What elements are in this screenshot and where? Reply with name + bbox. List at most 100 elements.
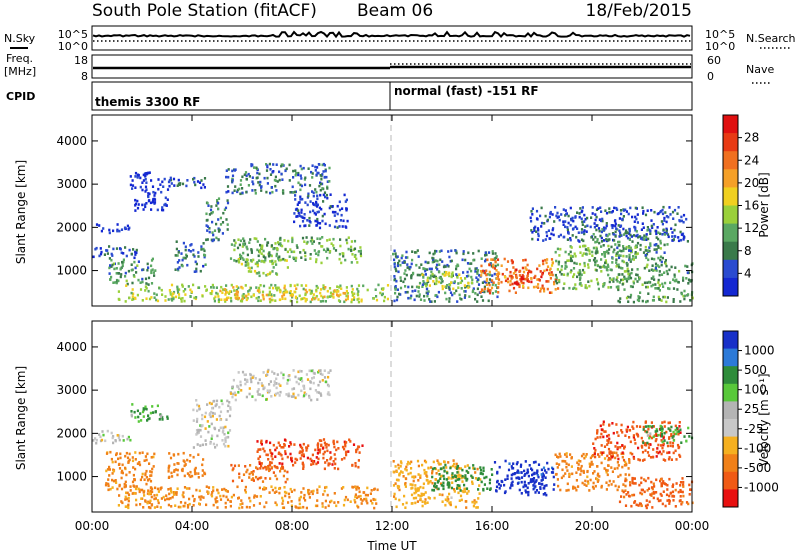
range-gate-cell xyxy=(639,491,642,495)
range-gate-cell xyxy=(520,276,523,279)
range-gate-cell xyxy=(629,258,632,262)
range-gate-cell xyxy=(275,247,279,250)
range-gate-cell xyxy=(396,478,400,482)
range-gate-cell xyxy=(221,291,224,294)
range-gate-cell xyxy=(253,496,256,499)
range-gate-cell xyxy=(304,292,307,295)
range-gate-cell xyxy=(466,492,469,495)
range-gate-cell xyxy=(526,468,529,472)
range-gate-cell xyxy=(545,268,548,272)
range-gate-cell xyxy=(612,431,615,435)
range-gate-cell xyxy=(553,282,556,286)
range-gate-cell xyxy=(309,253,312,256)
range-gate-cell xyxy=(467,251,470,255)
range-gate-cell xyxy=(260,476,263,479)
range-gate-cell xyxy=(422,280,425,283)
range-gate-cell xyxy=(424,491,427,494)
range-gate-cell xyxy=(325,193,328,197)
range-gate-cell xyxy=(241,294,244,298)
range-gate-cell xyxy=(404,285,407,288)
range-gate-cell xyxy=(195,420,199,423)
range-gate-cell xyxy=(227,168,230,171)
range-gate-cell xyxy=(458,499,461,502)
range-gate-cell xyxy=(215,222,218,226)
range-gate-cell xyxy=(591,463,594,466)
range-gate-cell xyxy=(660,299,663,302)
range-gate-cell xyxy=(366,486,369,490)
range-gate-cell xyxy=(600,236,603,240)
range-gate-cell xyxy=(437,487,440,491)
range-gate-cell xyxy=(298,201,301,204)
range-gate-cell xyxy=(272,266,275,269)
range-gate-cell xyxy=(467,490,470,493)
range-gate-cell xyxy=(272,471,275,474)
range-gate-cell xyxy=(112,435,115,438)
range-gate-cell xyxy=(233,391,236,395)
range-gate-cell xyxy=(550,271,553,274)
range-gate-cell xyxy=(605,266,608,269)
range-gate-cell xyxy=(633,220,636,223)
range-gate-cell xyxy=(294,505,297,508)
range-gate-cell xyxy=(419,498,422,501)
range-gate-cell xyxy=(182,451,185,455)
range-gate-cell xyxy=(625,247,628,250)
range-gate-cell xyxy=(262,487,265,491)
range-gate-cell xyxy=(510,482,513,485)
range-gate-cell xyxy=(320,207,323,211)
range-gate-cell xyxy=(323,489,326,493)
range-gate-cell xyxy=(450,281,453,284)
range-gate-cell xyxy=(330,499,333,503)
range-gate-cell xyxy=(480,269,483,273)
range-gate-cell xyxy=(582,239,585,243)
range-gate-cell xyxy=(636,213,639,216)
range-gate-cell xyxy=(332,296,335,299)
range-gate-cell xyxy=(507,280,510,284)
colorbar-swatch xyxy=(723,383,738,402)
range-gate-cell xyxy=(417,290,420,293)
range-gate-cell xyxy=(236,190,239,194)
range-gate-cell xyxy=(147,289,150,293)
range-gate-cell xyxy=(585,253,588,256)
range-gate-cell xyxy=(585,230,588,233)
range-gate-cell xyxy=(411,502,414,505)
range-gate-cell xyxy=(320,245,323,248)
range-gate-cell xyxy=(650,209,653,212)
range-gate-cell xyxy=(457,286,460,289)
range-gate-cell xyxy=(684,264,687,268)
range-gate-cell xyxy=(668,451,671,454)
range-gate-cell xyxy=(485,258,488,262)
range-gate-cell xyxy=(642,236,645,240)
range-gate-cell xyxy=(307,491,310,494)
range-gate-cell xyxy=(620,212,623,216)
range-gate-cell xyxy=(300,491,303,494)
range-gate-cell xyxy=(193,468,196,471)
range-gate-cell xyxy=(594,484,597,488)
range-gate-cell xyxy=(403,494,406,498)
range-gate-cell xyxy=(279,469,282,473)
range-gate-cell xyxy=(249,464,252,467)
range-gate-cell xyxy=(212,489,215,492)
range-gate-cell xyxy=(669,492,672,495)
range-gate-cell xyxy=(230,283,233,287)
range-gate-cell xyxy=(342,291,345,295)
range-gate-cell xyxy=(314,389,317,392)
range-gate-cell xyxy=(211,491,214,494)
range-gate-cell xyxy=(621,267,624,270)
range-gate-cell xyxy=(165,204,168,207)
range-gate-cell xyxy=(329,205,332,208)
range-gate-cell xyxy=(349,440,352,443)
range-gate-cell xyxy=(315,190,318,194)
range-gate-cell xyxy=(299,164,302,168)
range-gate-cell xyxy=(156,208,159,212)
range-gate-cell xyxy=(284,494,287,498)
range-gate-cell xyxy=(270,461,273,465)
range-gate-cell xyxy=(128,452,131,456)
range-gate-cell xyxy=(671,210,675,214)
range-gate-cell xyxy=(622,215,625,218)
range-gate-cell xyxy=(146,452,149,456)
range-gate-cell xyxy=(621,273,624,276)
range-gate-cell xyxy=(595,259,598,263)
range-gate-cell xyxy=(261,394,264,398)
range-gate-cell xyxy=(115,481,118,484)
range-gate-cell xyxy=(587,266,590,269)
